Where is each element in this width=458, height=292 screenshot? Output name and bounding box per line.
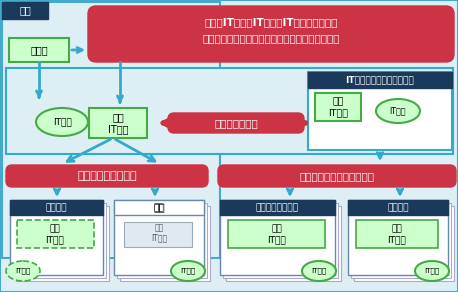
Bar bbox=[226, 206, 341, 281]
Bar bbox=[9, 38, 69, 62]
Text: IT予算: IT予算 bbox=[425, 268, 440, 274]
Bar bbox=[6, 68, 453, 154]
Ellipse shape bbox=[302, 261, 336, 281]
Bar bbox=[16, 206, 109, 281]
Bar bbox=[220, 200, 335, 275]
Text: 役割分担に悩む: 役割分担に悩む bbox=[214, 118, 258, 128]
Text: グループ事業会社: グループ事業会社 bbox=[256, 203, 299, 212]
Text: IT予算: IT予算 bbox=[390, 107, 406, 116]
Bar bbox=[348, 200, 448, 275]
Text: 経営戦略への適合や全体最適の実現を求められる: 経営戦略への適合や全体最適の実現を求められる bbox=[202, 33, 340, 43]
Ellipse shape bbox=[6, 261, 40, 281]
Text: 隠れ
IT要員: 隠れ IT要員 bbox=[45, 224, 64, 244]
Bar bbox=[220, 200, 335, 215]
Bar bbox=[114, 200, 204, 275]
Text: 経営層: 経営層 bbox=[30, 45, 48, 55]
Text: IT予算: IT予算 bbox=[16, 268, 31, 274]
Bar bbox=[17, 220, 94, 248]
Ellipse shape bbox=[376, 99, 420, 123]
Bar bbox=[124, 222, 192, 247]
Text: 本社: 本社 bbox=[19, 6, 31, 15]
Bar bbox=[223, 203, 338, 278]
Text: ミニ: ミニ bbox=[154, 223, 164, 232]
Text: 工場: 工場 bbox=[153, 202, 165, 213]
Text: 本社
IT部門: 本社 IT部門 bbox=[108, 112, 128, 134]
Bar bbox=[308, 72, 452, 88]
Text: ガバナンスを効かせづらい: ガバナンスを効かせづらい bbox=[300, 171, 375, 181]
Text: 全てのIT部門・IT要員・IT予算を統括し、: 全てのIT部門・IT要員・IT予算を統括し、 bbox=[204, 17, 338, 27]
Bar bbox=[10, 200, 103, 215]
Bar bbox=[120, 206, 210, 281]
Bar bbox=[13, 203, 106, 278]
Bar bbox=[2, 2, 220, 258]
Text: 実態を把握しづらい: 実態を把握しづらい bbox=[77, 171, 137, 181]
Text: 個別
IT部門: 個別 IT部門 bbox=[387, 224, 406, 244]
Bar bbox=[10, 200, 103, 275]
Bar bbox=[117, 203, 207, 278]
Text: IT予算: IT予算 bbox=[53, 117, 71, 126]
Bar bbox=[89, 108, 147, 138]
Bar bbox=[348, 200, 448, 215]
Text: 海外拠点: 海外拠点 bbox=[387, 203, 409, 212]
Bar bbox=[354, 206, 454, 281]
Ellipse shape bbox=[171, 261, 205, 281]
Bar bbox=[308, 72, 452, 150]
Bar bbox=[228, 220, 325, 248]
Text: 個別
IT部門: 個別 IT部門 bbox=[267, 224, 286, 244]
Text: IT予算: IT予算 bbox=[311, 268, 327, 274]
Bar bbox=[2, 2, 48, 19]
Text: 工場: 工場 bbox=[153, 203, 164, 212]
FancyBboxPatch shape bbox=[218, 165, 456, 187]
Bar bbox=[114, 200, 204, 215]
Text: 事業部門: 事業部門 bbox=[46, 203, 67, 212]
Text: IT予算: IT予算 bbox=[180, 268, 196, 274]
Ellipse shape bbox=[36, 108, 88, 136]
Text: IT機能会社・アウトソーサ: IT機能会社・アウトソーサ bbox=[346, 76, 414, 84]
Ellipse shape bbox=[415, 261, 449, 281]
FancyBboxPatch shape bbox=[88, 6, 454, 62]
Bar bbox=[114, 200, 204, 215]
Bar bbox=[315, 93, 361, 121]
FancyBboxPatch shape bbox=[6, 165, 208, 187]
Bar bbox=[356, 220, 438, 248]
Text: IT部門: IT部門 bbox=[151, 234, 167, 242]
Bar bbox=[351, 203, 451, 278]
FancyBboxPatch shape bbox=[168, 113, 304, 133]
Text: 専門
IT要員: 専門 IT要員 bbox=[328, 97, 348, 117]
